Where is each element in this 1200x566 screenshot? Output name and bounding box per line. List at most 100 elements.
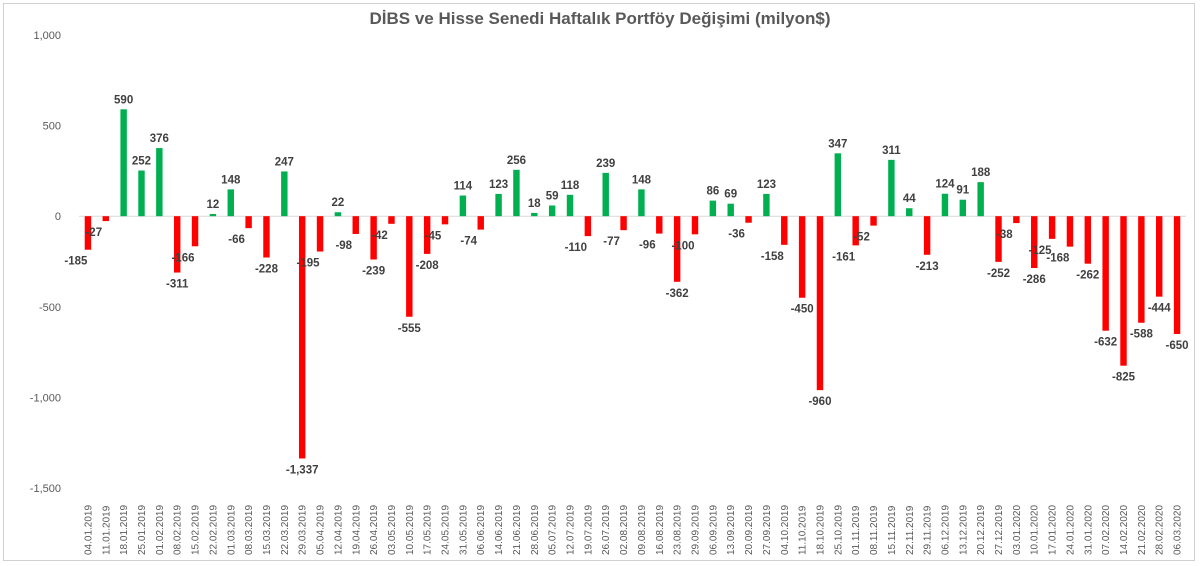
x-tick-label: 23.08.2019	[673, 505, 684, 555]
data-label: -42	[371, 230, 388, 242]
bar	[691, 216, 699, 235]
x-tick-label: 28.06.2019	[530, 505, 541, 555]
y-tick-label: -500	[39, 302, 61, 314]
bar	[173, 216, 181, 273]
data-label: -74	[460, 236, 477, 248]
data-label: 12	[207, 199, 220, 211]
data-label: 86	[706, 186, 719, 198]
x-tick-label: 26.07.2019	[601, 505, 612, 555]
x-tick-label: 06.12.2019	[940, 505, 951, 555]
data-label: -286	[1023, 274, 1046, 286]
data-label: 22	[331, 197, 344, 209]
bar	[209, 214, 217, 217]
x-tick-label: 05.07.2019	[548, 505, 559, 555]
data-label: -38	[996, 229, 1013, 241]
bar	[906, 208, 913, 217]
data-label: 252	[132, 156, 151, 168]
chart-title: DİBS ve Hisse Senedi Haftalık Portföy De…	[369, 9, 831, 28]
x-tick-label: 21.06.2019	[512, 505, 523, 555]
data-label: 123	[489, 179, 508, 191]
y-axis: 1,000 500 0 -500 -1,000 -1,500	[30, 30, 1186, 495]
bar	[334, 212, 342, 217]
x-tick-label: 08.02.2019	[173, 505, 184, 555]
x-tick-label: 14.06.2019	[494, 505, 505, 555]
x-tick-label: 27.12.2019	[994, 505, 1005, 555]
data-label: -166	[172, 252, 195, 264]
bar	[1102, 216, 1109, 331]
bar	[923, 216, 931, 255]
x-tick-label: 22.11.2019	[905, 505, 916, 555]
y-tick-label: 500	[43, 121, 61, 133]
bar	[370, 216, 377, 260]
bar	[602, 172, 609, 217]
data-label: -228	[255, 264, 279, 276]
data-label: -632	[1094, 337, 1117, 349]
bar	[781, 216, 788, 245]
data-label: -77	[603, 236, 620, 248]
bar	[1084, 216, 1092, 264]
data-label: 18	[528, 198, 541, 210]
bar	[941, 193, 949, 217]
bar	[352, 216, 359, 234]
bar	[120, 109, 127, 217]
bar	[513, 169, 520, 217]
x-tick-label: 15.03.2019	[262, 505, 273, 555]
data-label: -239	[362, 266, 385, 278]
bar	[888, 159, 895, 217]
bar	[709, 200, 717, 217]
data-label: -96	[639, 240, 656, 252]
data-label: 124	[935, 179, 955, 191]
x-tick-label: 12.07.2019	[566, 505, 577, 555]
x-tick-label: 02.08.2019	[619, 505, 630, 555]
bar	[977, 182, 984, 217]
chart-area	[3, 3, 1195, 561]
bar	[584, 216, 592, 237]
data-labels: -185 -27 590 252 376 -311 -166 12 148 -66 -228 247 -…	[64, 94, 1188, 476]
bar	[298, 216, 306, 459]
x-tick-label: 19.07.2019	[583, 505, 594, 555]
y-tick-label: 0	[55, 211, 61, 223]
x-tick-label: 29.09.2019	[690, 505, 701, 555]
bar	[656, 216, 663, 234]
data-label: 91	[956, 185, 969, 197]
x-tick-label: 24.05.2019	[441, 505, 452, 555]
bar	[281, 171, 288, 217]
data-label: 148	[632, 174, 652, 186]
bar	[531, 212, 538, 217]
bar	[441, 216, 449, 225]
x-tick-label: 13.12.2019	[958, 505, 969, 555]
bar	[995, 216, 1002, 262]
x-tick-label: 08.11.2019	[869, 505, 880, 555]
x-tick-label: 13.09.2019	[726, 505, 737, 555]
x-tick-label: 25.10.2019	[833, 505, 844, 555]
data-label: -444	[1148, 303, 1172, 315]
x-tick-label: 01.03.2019	[226, 505, 237, 555]
data-label: -213	[916, 261, 939, 273]
x-tick-label: 20.12.2019	[976, 505, 987, 555]
bar	[138, 170, 145, 217]
bar	[1120, 216, 1127, 366]
data-label: -208	[416, 260, 440, 272]
data-label: -195	[297, 258, 321, 270]
x-tick-label: 01.02.2019	[155, 505, 166, 555]
bar	[870, 216, 877, 226]
data-label: 256	[507, 155, 526, 167]
bar	[1048, 216, 1056, 239]
x-tick-label: 18.10.2019	[815, 505, 826, 555]
data-label: -52	[853, 232, 870, 244]
data-label: -66	[228, 234, 245, 246]
y-tick-label: -1,000	[30, 392, 61, 404]
bar	[459, 195, 467, 217]
bar	[495, 193, 502, 217]
data-label: 123	[757, 179, 776, 191]
bar	[227, 189, 234, 217]
bar	[816, 216, 824, 391]
bar	[745, 216, 752, 223]
y-tick-label: -1,500	[30, 483, 61, 495]
data-label: 59	[546, 191, 559, 203]
x-tick-label: 22.02.2019	[208, 505, 219, 555]
data-label: -362	[666, 288, 689, 300]
x-tick-label: 06.06.2019	[476, 505, 487, 555]
x-tick-label: 21.02.2020	[1137, 505, 1148, 555]
x-tick-label: 11.10.2019	[798, 505, 809, 555]
